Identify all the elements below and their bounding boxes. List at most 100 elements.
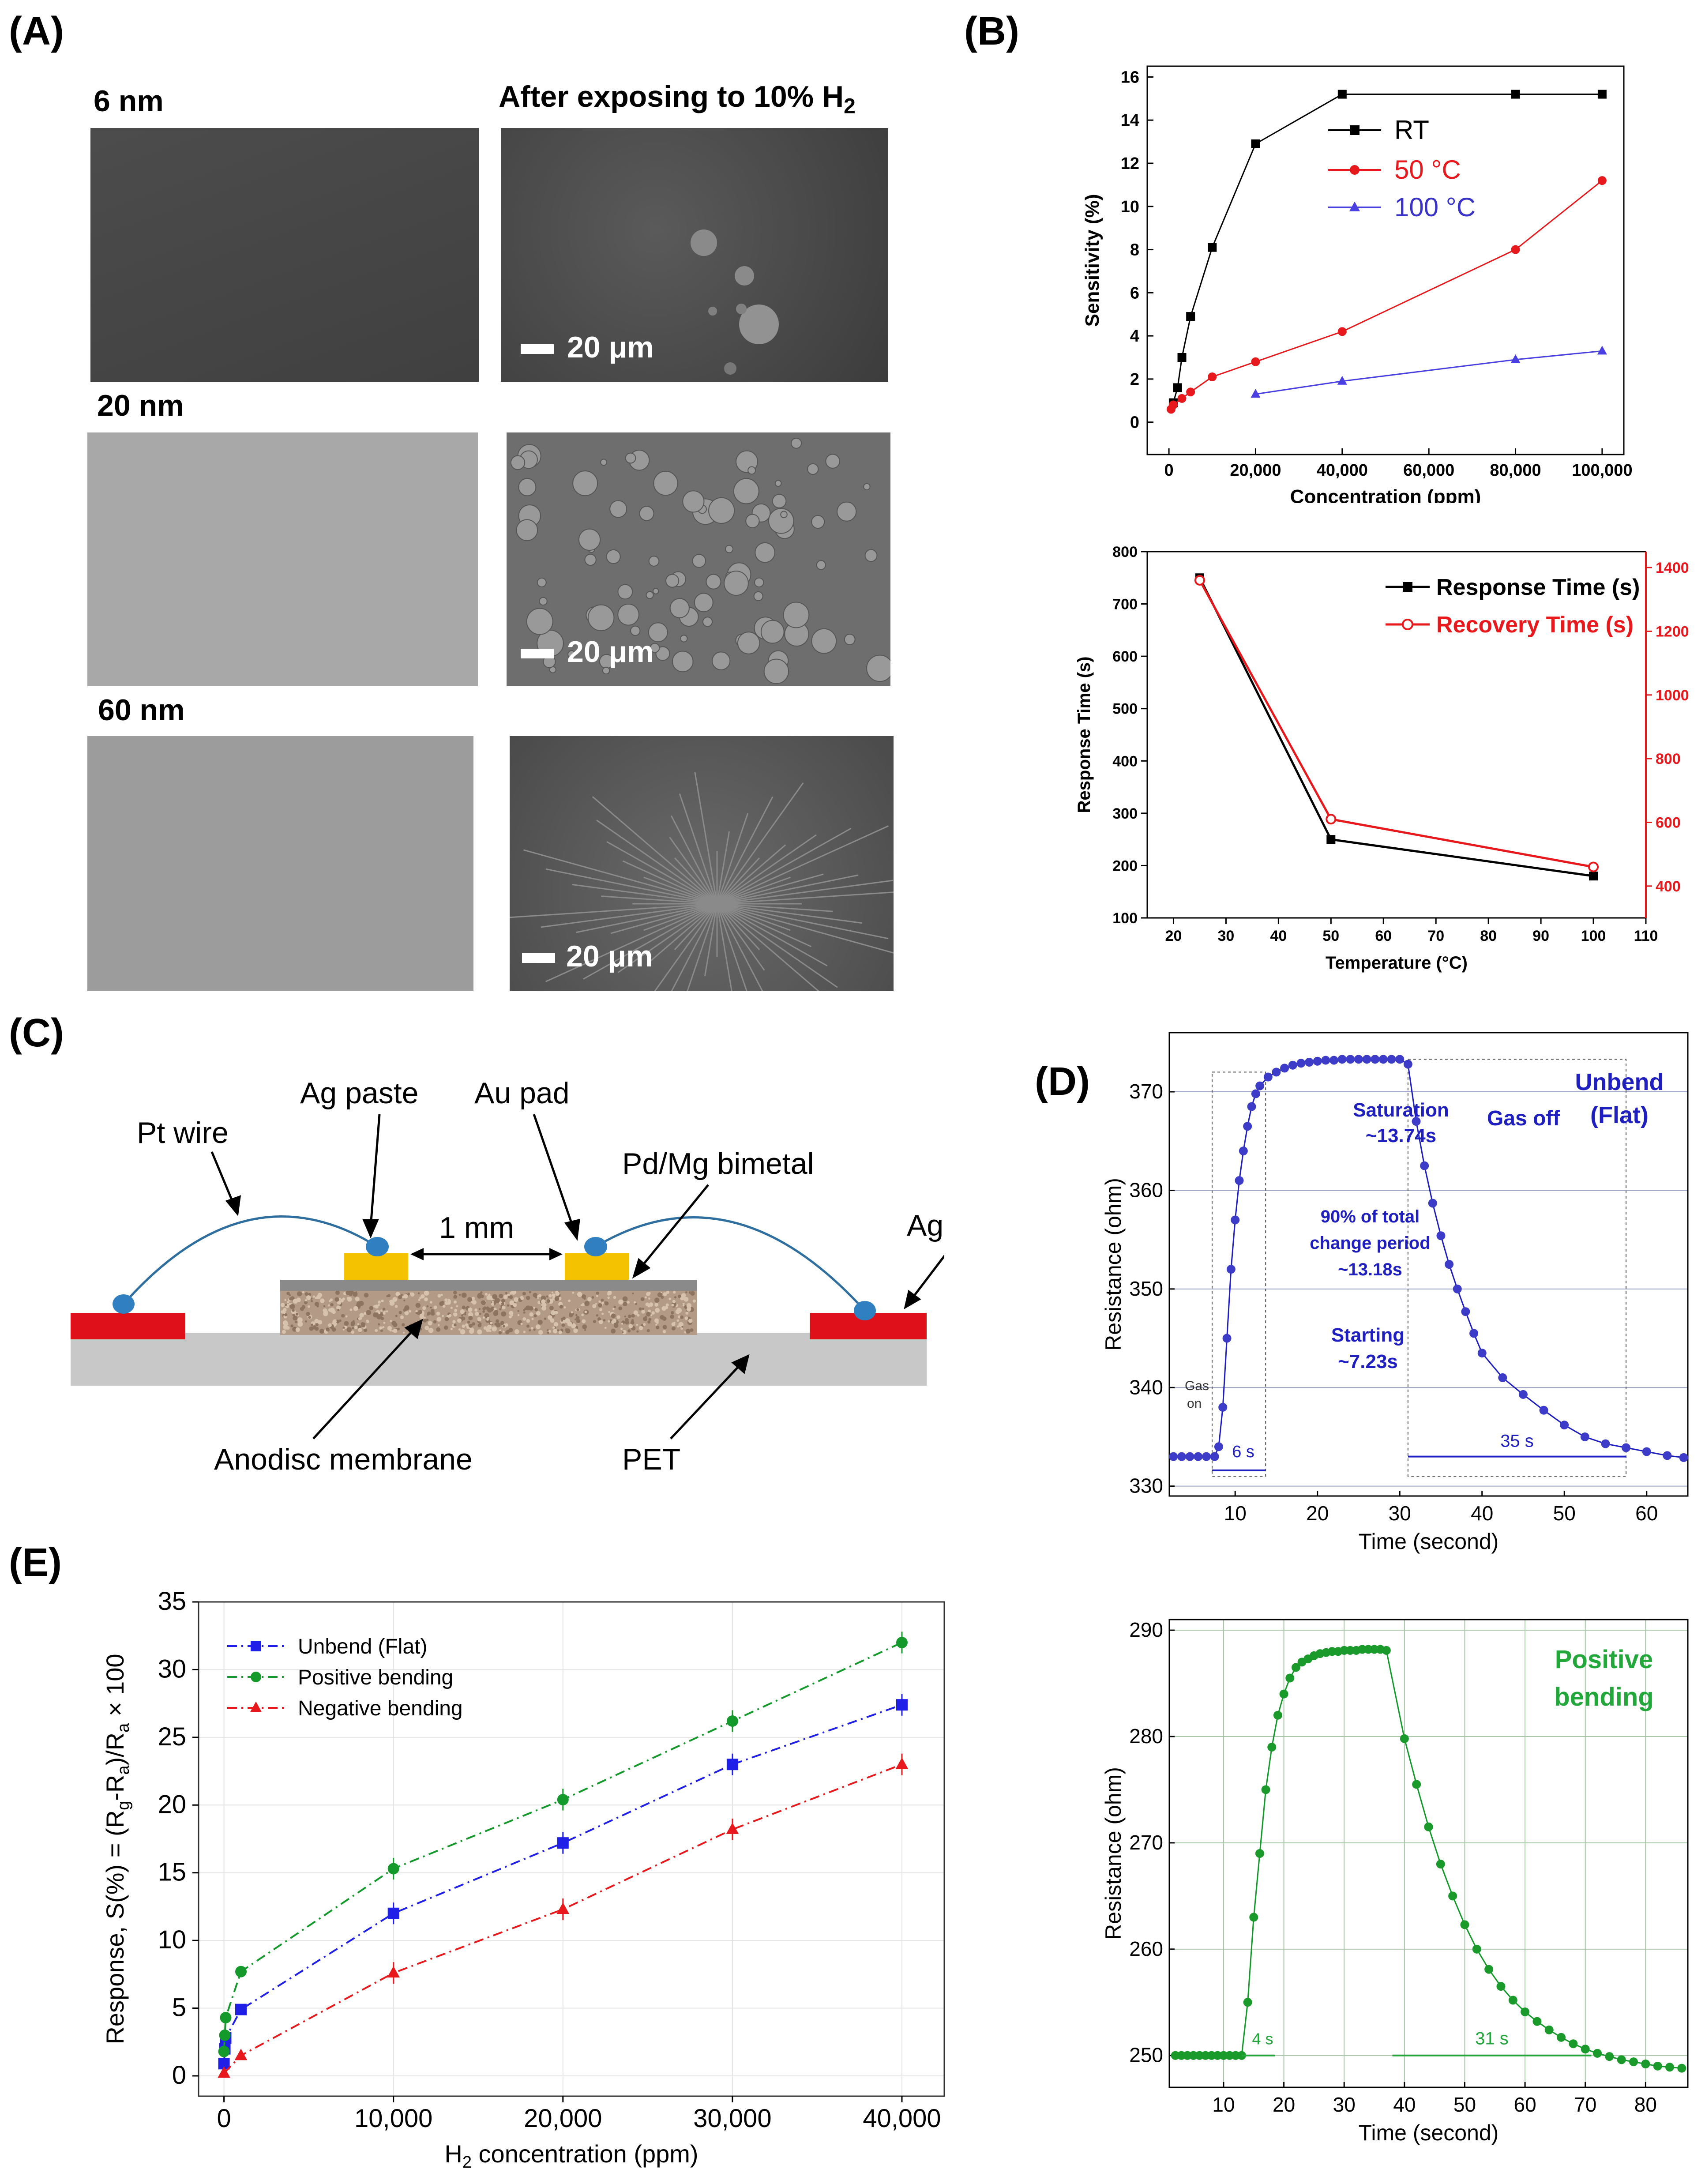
membrane-grain: [346, 1327, 352, 1332]
particle: [639, 506, 654, 521]
membrane-grain: [485, 1306, 489, 1310]
scale-bar-label: 20 μm: [566, 940, 653, 973]
particle: [692, 554, 706, 568]
data-point: [1350, 165, 1359, 175]
membrane-grain: [283, 1308, 287, 1312]
membrane-grain: [482, 1310, 485, 1313]
membrane-grain: [345, 1315, 348, 1318]
ag-paste-left: [71, 1313, 185, 1339]
data-point: [1326, 814, 1337, 825]
membrane-grain: [357, 1328, 362, 1332]
membrane-grain: [678, 1322, 684, 1327]
membrane-grain: [328, 1308, 332, 1312]
membrane-grain: [686, 1307, 691, 1312]
membrane-grain: [648, 1292, 651, 1295]
membrane-grain: [596, 1295, 598, 1297]
y2-tick-label: 400: [1656, 878, 1681, 895]
data-point: [1346, 1055, 1355, 1064]
membrane-grain: [331, 1327, 334, 1331]
wrinkle: [694, 772, 718, 904]
membrane-grain: [436, 1312, 440, 1316]
x-tick-label: 40,000: [1317, 461, 1368, 480]
particle: [783, 601, 810, 628]
data-point: [1642, 1447, 1651, 1456]
data-point: [1395, 1055, 1405, 1064]
after-exposure-text: After exposing to 10% H: [499, 80, 844, 113]
membrane-grain: [584, 1310, 587, 1313]
y-tick-label: 30: [158, 1654, 186, 1683]
y2-tick-label: 800: [1656, 751, 1681, 767]
membrane-grain: [571, 1311, 573, 1314]
data-point: [726, 1715, 738, 1727]
membrane-grain: [400, 1315, 404, 1319]
x-tick-label: 100,000: [1572, 461, 1632, 480]
membrane-grain: [604, 1327, 607, 1329]
membrane-grain: [461, 1316, 466, 1321]
pointer-arrowhead: [225, 1195, 241, 1217]
membrane-grain: [501, 1305, 506, 1310]
membrane-grain: [654, 1302, 659, 1307]
membrane-grain: [460, 1309, 465, 1314]
data-point: [726, 1822, 739, 1834]
membrane-grain: [358, 1317, 361, 1320]
membrane-grain: [538, 1294, 542, 1297]
membrane-grain: [680, 1327, 684, 1330]
particle: [680, 635, 688, 643]
data-point: [1194, 575, 1205, 586]
membrane-grain: [509, 1295, 513, 1299]
plot-frame: [1168, 1619, 1689, 2088]
wrinkle: [648, 903, 717, 963]
label-gap: 1 mm: [439, 1211, 514, 1244]
membrane-grain: [342, 1327, 345, 1329]
membrane-grain: [395, 1292, 400, 1297]
membrane-grain: [663, 1292, 667, 1297]
membrane-grain: [685, 1328, 691, 1334]
membrane-grain: [529, 1291, 532, 1293]
membrane-grain: [443, 1325, 448, 1330]
membrane-grain: [393, 1328, 398, 1333]
particle: [737, 632, 760, 654]
y-tick-label: 340: [1129, 1376, 1163, 1398]
membrane-grain: [285, 1304, 287, 1306]
membrane-grain: [338, 1297, 341, 1300]
x-tick-label: 100: [1581, 928, 1606, 944]
membrane-grain: [522, 1292, 526, 1296]
particle: [578, 528, 601, 551]
data-point: [1337, 327, 1347, 336]
membrane-grain: [546, 1299, 551, 1303]
membrane-grain: [375, 1329, 378, 1332]
membrane-grain: [310, 1300, 313, 1303]
data-point: [235, 2004, 247, 2015]
membrane-grain: [482, 1316, 485, 1319]
membrane-grain: [492, 1294, 497, 1300]
membrane-grain: [611, 1320, 615, 1324]
membrane-grain: [355, 1297, 360, 1301]
wrinkle: [679, 793, 718, 904]
data-point: [1218, 1402, 1228, 1412]
data-point: [1169, 1452, 1178, 1461]
data-point: [1469, 1329, 1479, 1338]
data-point: [1208, 243, 1217, 252]
membrane-grain: [684, 1297, 689, 1302]
x-tick-label: 70: [1574, 2093, 1596, 2116]
wrinkle: [541, 903, 717, 928]
membrane-grain: [536, 1311, 541, 1316]
membrane-grain: [470, 1327, 474, 1332]
membrane-grain: [618, 1306, 623, 1310]
membrane-grain: [624, 1318, 629, 1322]
x-tick-label: 30: [1389, 1502, 1411, 1525]
y-tick-label: 600: [1112, 648, 1138, 665]
membrane-grain: [424, 1290, 429, 1296]
membrane-grain: [642, 1308, 644, 1310]
membrane-grain: [483, 1326, 487, 1330]
membrane-grain: [352, 1320, 355, 1323]
membrane-grain: [310, 1297, 313, 1300]
membrane-grain: [506, 1329, 510, 1334]
membrane-grain: [484, 1313, 489, 1319]
wrinkle: [717, 825, 889, 905]
panel-b-label: (B): [964, 9, 1019, 53]
membrane-grain: [627, 1329, 631, 1333]
annotation-period-value: ~13.18s: [1338, 1260, 1402, 1279]
membrane-grain: [404, 1311, 407, 1314]
membrane-grain: [638, 1307, 642, 1311]
